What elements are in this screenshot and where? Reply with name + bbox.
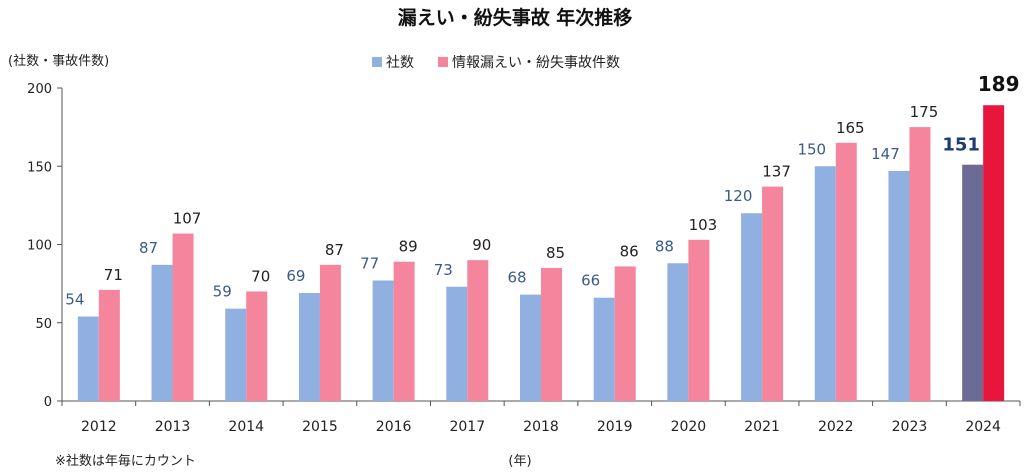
bar-companies [151, 264, 173, 401]
bar-incidents [246, 291, 268, 401]
bar-incidents [762, 186, 784, 401]
data-label-incidents: 89 [399, 238, 418, 256]
data-label-companies: 147 [871, 145, 900, 163]
bar-incidents [393, 261, 415, 401]
x-tick-label: 2013 [155, 419, 191, 435]
bar-incidents [835, 142, 857, 401]
data-label-incidents: 85 [546, 244, 565, 262]
legend-label-companies: 社数 [386, 55, 414, 71]
x-axis-ticks: 2012 2013 2014 2015 2016 2017 2018 2019 2020 2021… [61, 401, 1021, 435]
bar-incidents [319, 264, 341, 401]
data-label-companies: 73 [434, 261, 453, 279]
data-label-companies: 151 [942, 135, 980, 156]
y-tick-label: 0 [44, 395, 52, 410]
bar-companies [298, 293, 320, 401]
data-label-incidents: 175 [910, 103, 939, 121]
bar-incidents [614, 266, 636, 401]
legend-swatch-incidents [438, 57, 448, 67]
y-tick-label: 200 [27, 82, 52, 97]
bars [77, 105, 1005, 401]
bar-companies [520, 294, 541, 401]
data-label-companies: 120 [724, 187, 753, 205]
legend: 社数 情報漏えい・紛失事故件数 [372, 55, 620, 71]
data-label-incidents: 189 [978, 72, 1020, 96]
data-label-incidents: 87 [325, 241, 344, 259]
bar-companies [962, 164, 984, 401]
data-label-incidents: 70 [251, 267, 270, 285]
data-labels: 54 71 87 107 59 70 69 87 77 89 73 90 68 85 66 86 88 103 12… [65, 72, 1019, 308]
data-label-incidents: 103 [689, 216, 718, 234]
bar-incidents [909, 127, 931, 401]
x-tick-label: 2019 [597, 419, 633, 435]
y-tick-label: 50 [35, 317, 52, 332]
y-axis-label: (社数・事故件数) [8, 53, 109, 69]
bar-companies [446, 286, 468, 401]
data-label-incidents: 137 [762, 163, 791, 181]
x-tick-label: 2015 [302, 419, 338, 435]
x-tick-label: 2012 [81, 419, 117, 435]
data-label-incidents: 86 [620, 242, 639, 260]
bar-companies [888, 170, 910, 401]
x-tick-label: 2024 [965, 419, 1001, 435]
x-tick-label: 2016 [376, 419, 412, 435]
bar-companies [593, 297, 615, 401]
footnote: ※社数は年毎にカウント [55, 453, 196, 469]
bar-companies [741, 213, 763, 401]
x-tick-label: 2018 [523, 419, 559, 435]
y-axis-ticks: 0 50 100 150 200 [27, 82, 62, 410]
data-label-incidents: 90 [472, 236, 491, 254]
x-tick-label: 2014 [228, 419, 264, 435]
bar-incidents [172, 233, 194, 401]
y-tick-label: 100 [27, 239, 52, 254]
y-tick-label: 150 [27, 160, 52, 175]
bar-companies [372, 280, 394, 401]
x-tick-label: 2020 [671, 419, 707, 435]
bar-companies [225, 308, 247, 401]
data-label-companies: 68 [507, 269, 526, 287]
data-label-companies: 59 [213, 283, 232, 301]
data-label-incidents: 71 [104, 266, 123, 284]
data-label-companies: 54 [65, 290, 84, 308]
data-label-companies: 88 [655, 237, 674, 255]
bar-incidents [688, 239, 710, 401]
data-label-incidents: 165 [836, 119, 865, 137]
data-label-companies: 150 [797, 140, 826, 158]
bar-incidents [98, 289, 120, 401]
bar-companies [77, 316, 99, 401]
data-label-companies: 87 [139, 239, 158, 257]
bar-incidents [983, 105, 1005, 401]
x-axis-label: (年) [508, 454, 531, 469]
bar-companies [667, 263, 689, 401]
x-tick-label: 2023 [892, 419, 928, 435]
bar-incidents [467, 260, 489, 401]
legend-label-incidents: 情報漏えい・紛失事故件数 [452, 55, 620, 71]
x-tick-label: 2022 [818, 419, 854, 435]
x-tick-label: 2021 [744, 419, 780, 435]
bar-companies [814, 166, 836, 401]
data-label-companies: 77 [360, 254, 379, 272]
bar-incidents [541, 267, 562, 401]
data-label-companies: 69 [286, 267, 305, 285]
x-tick-label: 2017 [449, 419, 485, 435]
chart-title: 漏えい・紛失事故 年次推移 [398, 6, 633, 29]
data-label-incidents: 107 [173, 210, 202, 228]
data-label-companies: 66 [581, 272, 600, 290]
legend-swatch-companies [372, 57, 382, 67]
